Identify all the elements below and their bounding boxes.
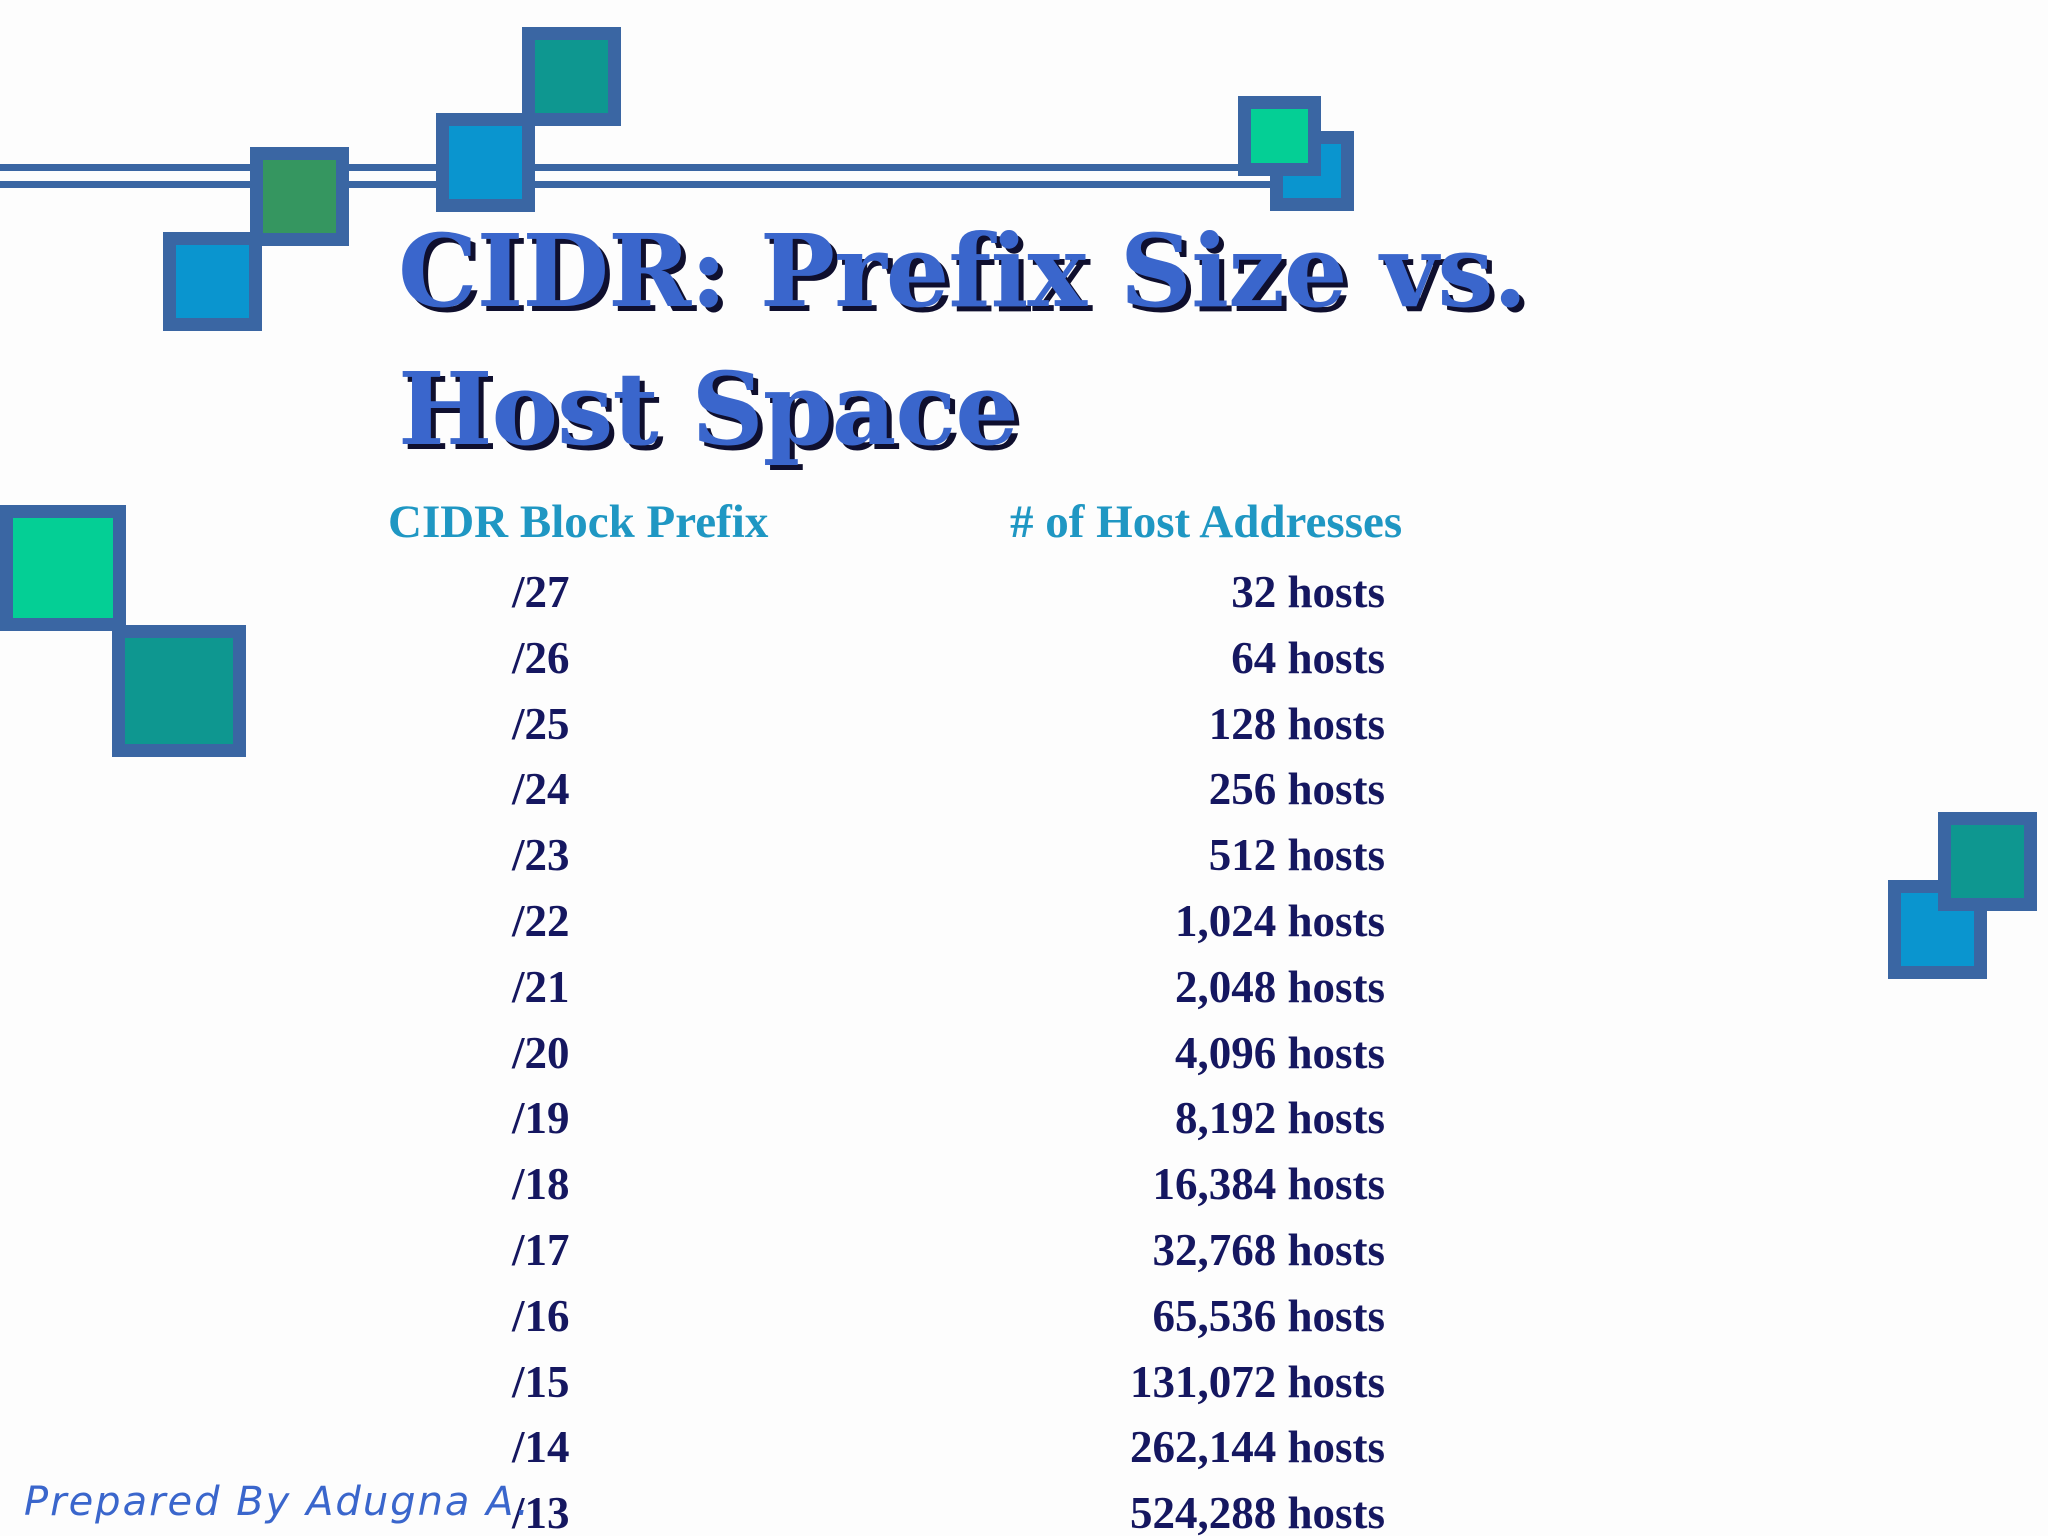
decorative-square-teal — [112, 625, 246, 757]
hosts-cell: 32 hosts — [1231, 567, 1385, 617]
slide-title: CIDR: Prefix Size vs. Host Space — [398, 212, 1528, 468]
hosts-cell: 512 hosts — [1208, 830, 1385, 881]
hosts-cell: 64 hosts — [1231, 632, 1385, 683]
prefix-cell: /20 — [512, 1027, 570, 1078]
hosts-cell: 131,072 hosts — [1129, 1356, 1385, 1407]
prefix-cell: /17 — [512, 1224, 570, 1275]
table-row: /18 16,384 hosts — [0, 1152, 2048, 1218]
decorative-square-blue — [436, 113, 535, 212]
decorative-square-blue — [163, 232, 262, 331]
hosts-cell: 256 hosts — [1208, 764, 1385, 815]
hosts-cell: 2,048 hosts — [1174, 961, 1385, 1012]
table-row: /23 512 hosts — [0, 823, 2048, 889]
hosts-cell: 524,288 hosts — [1129, 1488, 1385, 1536]
prefix-cell: /19 — [512, 1093, 570, 1144]
table-row: /19 8,192 hosts — [0, 1086, 2048, 1152]
hosts-cell: 128 hosts — [1208, 698, 1385, 749]
cidr-host-table: /27 32 hosts /26 64 hosts /25 128 hosts … — [0, 560, 2048, 1536]
prefix-cell: /24 — [512, 764, 570, 815]
table-row: /26 64 hosts — [0, 626, 2048, 692]
table-row: /17 32,768 hosts — [0, 1218, 2048, 1284]
hosts-cell: 32,768 hosts — [1152, 1224, 1385, 1275]
table-row: /16 65,536 hosts — [0, 1284, 2048, 1350]
table-row: /27 32 hosts — [0, 560, 2048, 626]
decorative-rail-bottom — [0, 181, 1320, 188]
hosts-cell: 65,536 hosts — [1152, 1290, 1385, 1341]
table-row: /21 2,048 hosts — [0, 955, 2048, 1021]
prefix-cell: /22 — [512, 895, 570, 946]
decorative-square-mint — [1238, 96, 1321, 176]
table-row: /24 256 hosts — [0, 757, 2048, 823]
prefix-cell: /13 — [512, 1488, 570, 1536]
prefix-cell: /27 — [512, 567, 570, 617]
prefix-cell: /23 — [512, 830, 570, 881]
hosts-cell: 16,384 hosts — [1152, 1159, 1385, 1210]
decorative-square-teal — [522, 27, 621, 126]
hosts-cell: 1,024 hosts — [1174, 895, 1385, 946]
hosts-cell: 8,192 hosts — [1174, 1093, 1385, 1144]
table-row: /25 128 hosts — [0, 692, 2048, 758]
prefix-cell: /21 — [512, 961, 570, 1012]
column-header-cidr-block-prefix: CIDR Block Prefix — [388, 496, 769, 548]
table-row: /20 4,096 hosts — [0, 1021, 2048, 1087]
table-row: /15 131,072 hosts — [0, 1350, 2048, 1416]
hosts-cell: 262,144 hosts — [1129, 1422, 1385, 1473]
footer-credit: Prepared By Adugna A. — [24, 1479, 531, 1525]
prefix-cell: /15 — [512, 1356, 570, 1407]
prefix-cell: /16 — [512, 1290, 570, 1341]
decorative-rail-top — [0, 164, 1320, 171]
prefix-cell: /26 — [512, 632, 570, 683]
decorative-square-green — [250, 147, 349, 246]
table-row: /14 262,144 hosts — [0, 1415, 2048, 1481]
prefix-cell: /25 — [512, 698, 570, 749]
decorative-square-mint — [0, 505, 126, 631]
table-row: /13 524,288 hosts — [0, 1481, 2048, 1536]
prefix-cell: /18 — [512, 1159, 570, 1210]
prefix-cell: /14 — [512, 1422, 570, 1473]
column-header-host-addresses: # of Host Addresses — [1010, 496, 1403, 548]
hosts-cell: 4,096 hosts — [1174, 1027, 1385, 1078]
decorative-square-teal — [1938, 812, 2037, 911]
table-row: /22 1,024 hosts — [0, 889, 2048, 955]
